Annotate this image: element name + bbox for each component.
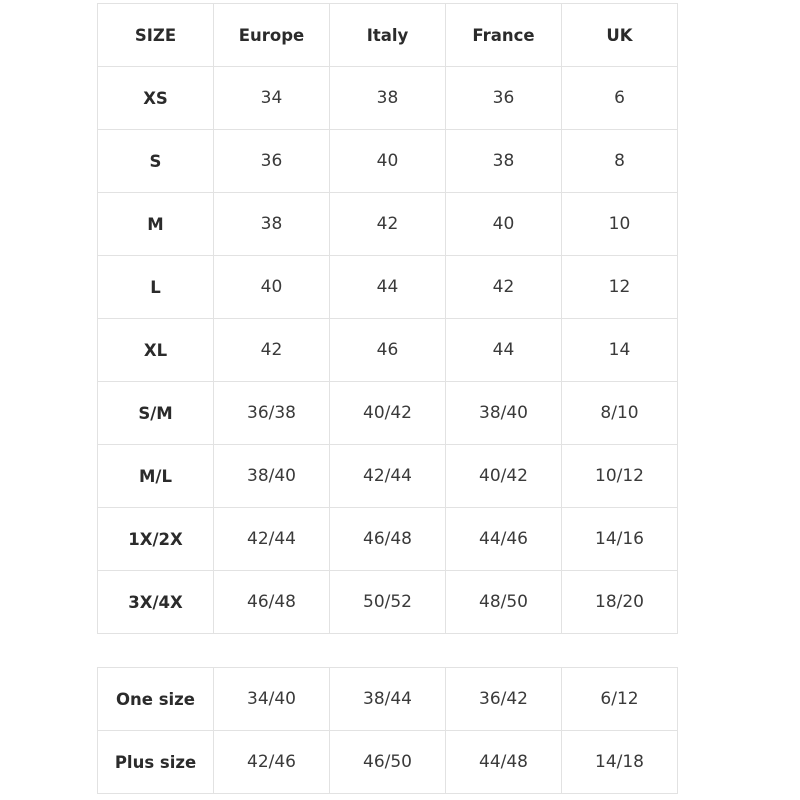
size-value-cell: 12 bbox=[561, 255, 678, 319]
table-row: XL 42 46 44 14 bbox=[97, 318, 678, 382]
size-label-cell: 3X/4X bbox=[97, 570, 214, 634]
table-row: One size 34/40 38/44 36/42 6/12 bbox=[97, 667, 678, 731]
size-value-cell: 36 bbox=[445, 66, 562, 130]
size-label-cell: M bbox=[97, 192, 214, 256]
size-value-cell: 38 bbox=[329, 66, 446, 130]
size-value-cell: 40 bbox=[213, 255, 330, 319]
size-value-cell: 42 bbox=[445, 255, 562, 319]
size-value-cell: 38 bbox=[445, 129, 562, 193]
size-conversion-table: SIZE Europe Italy France UK XS 34 38 36 6 S 36 40 38 8… bbox=[97, 3, 678, 634]
table-row: S 36 40 38 8 bbox=[97, 129, 678, 193]
size-label-cell: M/L bbox=[97, 444, 214, 508]
size-label-cell: XS bbox=[97, 66, 214, 130]
header-row: SIZE Europe Italy France UK bbox=[97, 3, 678, 67]
size-value-cell: 18/20 bbox=[561, 570, 678, 634]
size-label-cell: S/M bbox=[97, 381, 214, 445]
size-label-cell: One size bbox=[97, 667, 214, 731]
header-cell: UK bbox=[561, 3, 678, 67]
size-value-cell: 46/48 bbox=[213, 570, 330, 634]
size-value-cell: 40/42 bbox=[329, 381, 446, 445]
size-value-cell: 42/44 bbox=[329, 444, 446, 508]
size-label-cell: L bbox=[97, 255, 214, 319]
size-label-cell: Plus size bbox=[97, 730, 214, 794]
size-value-cell: 46/48 bbox=[329, 507, 446, 571]
header-cell: Europe bbox=[213, 3, 330, 67]
size-value-cell: 42 bbox=[213, 318, 330, 382]
table-row: L 40 44 42 12 bbox=[97, 255, 678, 319]
size-value-cell: 14/18 bbox=[561, 730, 678, 794]
size-label-cell: XL bbox=[97, 318, 214, 382]
size-value-cell: 42/46 bbox=[213, 730, 330, 794]
size-value-cell: 6/12 bbox=[561, 667, 678, 731]
size-value-cell: 46 bbox=[329, 318, 446, 382]
table-row: S/M 36/38 40/42 38/40 8/10 bbox=[97, 381, 678, 445]
size-value-cell: 36 bbox=[213, 129, 330, 193]
size-value-cell: 48/50 bbox=[445, 570, 562, 634]
table-row: 3X/4X 46/48 50/52 48/50 18/20 bbox=[97, 570, 678, 634]
size-value-cell: 42/44 bbox=[213, 507, 330, 571]
table-row: M/L 38/40 42/44 40/42 10/12 bbox=[97, 444, 678, 508]
size-value-cell: 40 bbox=[445, 192, 562, 256]
size-value-cell: 14/16 bbox=[561, 507, 678, 571]
size-value-cell: 38/40 bbox=[213, 444, 330, 508]
size-value-cell: 8/10 bbox=[561, 381, 678, 445]
size-value-cell: 40/42 bbox=[445, 444, 562, 508]
table-row: Plus size 42/46 46/50 44/48 14/18 bbox=[97, 730, 678, 794]
size-value-cell: 10 bbox=[561, 192, 678, 256]
size-value-cell: 38/40 bbox=[445, 381, 562, 445]
size-value-cell: 8 bbox=[561, 129, 678, 193]
size-value-cell: 36/38 bbox=[213, 381, 330, 445]
table-row: M 38 42 40 10 bbox=[97, 192, 678, 256]
size-value-cell: 36/42 bbox=[445, 667, 562, 731]
header-cell: France bbox=[445, 3, 562, 67]
size-value-cell: 38/44 bbox=[329, 667, 446, 731]
size-value-cell: 44/46 bbox=[445, 507, 562, 571]
size-value-cell: 40 bbox=[329, 129, 446, 193]
size-value-cell: 34 bbox=[213, 66, 330, 130]
header-cell: Italy bbox=[329, 3, 446, 67]
size-label-cell: 1X/2X bbox=[97, 507, 214, 571]
size-value-cell: 44 bbox=[329, 255, 446, 319]
size-value-cell: 38 bbox=[213, 192, 330, 256]
size-value-cell: 46/50 bbox=[329, 730, 446, 794]
special-size-table: One size 34/40 38/44 36/42 6/12 Plus size 42/4… bbox=[97, 667, 678, 794]
size-value-cell: 44 bbox=[445, 318, 562, 382]
table-row: 1X/2X 42/44 46/48 44/46 14/16 bbox=[97, 507, 678, 571]
size-value-cell: 6 bbox=[561, 66, 678, 130]
size-value-cell: 10/12 bbox=[561, 444, 678, 508]
size-value-cell: 34/40 bbox=[213, 667, 330, 731]
table-row: XS 34 38 36 6 bbox=[97, 66, 678, 130]
size-label-cell: S bbox=[97, 129, 214, 193]
size-value-cell: 42 bbox=[329, 192, 446, 256]
size-value-cell: 14 bbox=[561, 318, 678, 382]
size-value-cell: 44/48 bbox=[445, 730, 562, 794]
size-value-cell: 50/52 bbox=[329, 570, 446, 634]
header-cell: SIZE bbox=[97, 3, 214, 67]
